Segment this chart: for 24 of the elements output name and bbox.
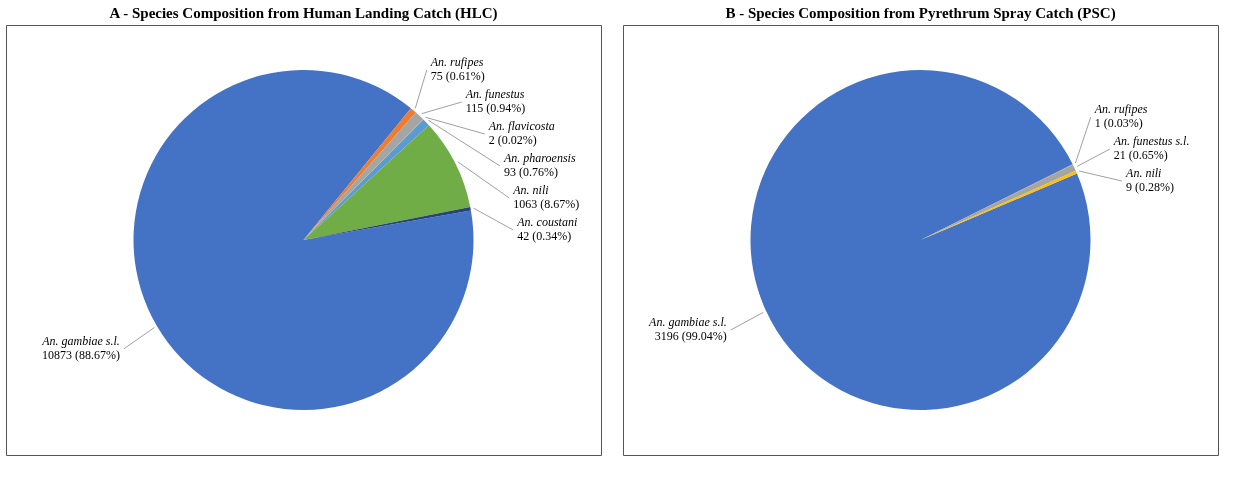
slice-label: An. rufipes [429, 55, 484, 69]
data-label: 42 (0.34%) [517, 229, 572, 243]
slice-label: An. nili [512, 183, 549, 197]
data-label: 10873 (88.67%) [41, 347, 120, 362]
slice-label: An. pharoensis [503, 151, 576, 165]
slice-label: An. flavicosta [487, 119, 555, 133]
data-label: 93 (0.76%) [504, 165, 559, 179]
data-label: 3196 (99.04%) [654, 328, 727, 343]
slice-label: An. funestus [464, 87, 525, 101]
slice-label: An. gambiae s.l. [41, 333, 120, 348]
chart-title: B - Species Composition from Pyrethrum Spray Catch (PSC) [725, 5, 1116, 22]
data-label: 21 (0.65%) [1113, 148, 1168, 163]
chart-title: A - Species Composition from Human Landing Catch (HLC) [109, 5, 498, 22]
data-label: 1063 (8.67%) [513, 197, 580, 211]
slice-label: An. gambiae s.l. [648, 314, 727, 329]
slice-label: An. funestus s.l. [1112, 134, 1190, 149]
data-label: 1 (0.03%) [1094, 116, 1143, 131]
data-label: 75 (0.61%) [430, 69, 485, 83]
slice-label: An. rufipes [1093, 102, 1148, 117]
data-label: 2 (0.02%) [488, 133, 537, 147]
slice-label: An. nili [1125, 166, 1162, 181]
data-label: 115 (0.94%) [465, 101, 526, 115]
slice-label: An. coustani [516, 215, 578, 229]
data-label: 9 (0.28%) [1126, 180, 1175, 195]
